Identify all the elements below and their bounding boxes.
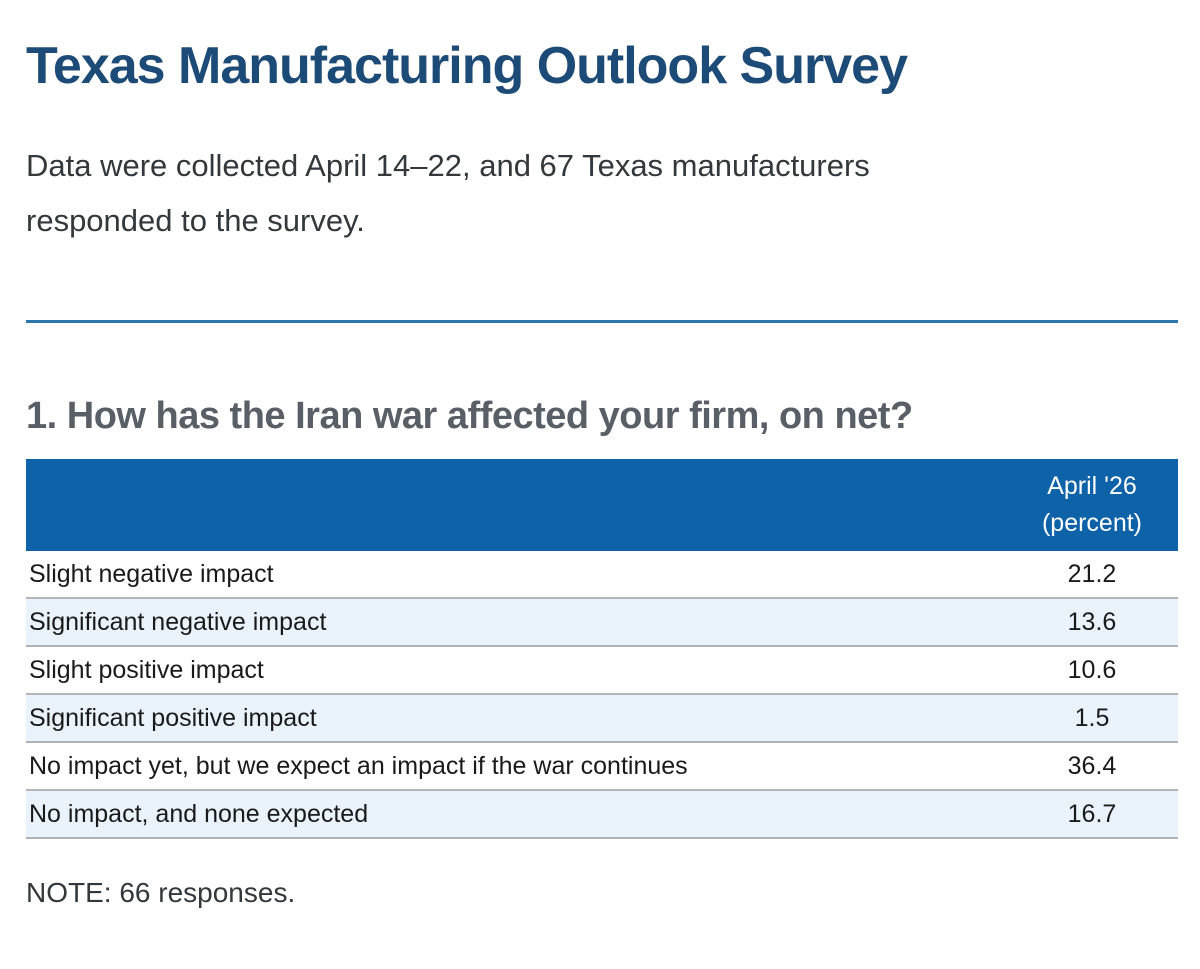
row-label: Slight positive impact: [29, 655, 264, 684]
table-body: Slight negative impact 21.2 Significant …: [26, 551, 1178, 839]
row-value: 13.6: [1067, 607, 1117, 636]
row-value: 1.5: [1074, 703, 1110, 732]
section-divider: [26, 320, 1178, 323]
row-label: Significant negative impact: [29, 607, 327, 636]
row-value: 10.6: [1067, 655, 1117, 684]
table-row: Significant negative impact 13.6: [26, 599, 1178, 647]
row-value: 16.7: [1067, 799, 1117, 828]
note-text: NOTE: 66 responses.: [26, 877, 296, 908]
table-row: No impact, and none expected 16.7: [26, 791, 1178, 839]
row-label: Significant positive impact: [29, 703, 317, 732]
question-heading: 1. How has the Iran war affected your fi…: [26, 395, 913, 437]
table-row: No impact yet, but we expect an impact i…: [26, 743, 1178, 791]
table-header-unit: (percent): [1041, 509, 1143, 537]
row-value: 21.2: [1067, 559, 1117, 588]
table-row: Slight positive impact 10.6: [26, 647, 1178, 695]
row-value: 36.4: [1067, 751, 1117, 780]
table-row: Significant positive impact 1.5: [26, 695, 1178, 743]
table-row: Slight negative impact 21.2: [26, 551, 1178, 599]
intro-text: Data were collected April 14–22, and 67 …: [26, 138, 1178, 248]
row-label: No impact yet, but we expect an impact i…: [29, 751, 688, 780]
results-table: April '26 (percent) Slight negative impa…: [26, 459, 1178, 839]
page-title: Texas Manufacturing Outlook Survey: [26, 37, 908, 95]
row-label: No impact, and none expected: [29, 799, 369, 828]
row-label: Slight negative impact: [29, 559, 274, 588]
table-header-value-column: April '26 (percent): [1006, 468, 1178, 542]
table-header-period: April '26: [1047, 472, 1137, 500]
table-header-row: April '26 (percent): [26, 459, 1178, 551]
intro-line-2: responded to the survey.: [26, 203, 365, 238]
intro-line-1: Data were collected April 14–22, and 67 …: [26, 148, 870, 183]
